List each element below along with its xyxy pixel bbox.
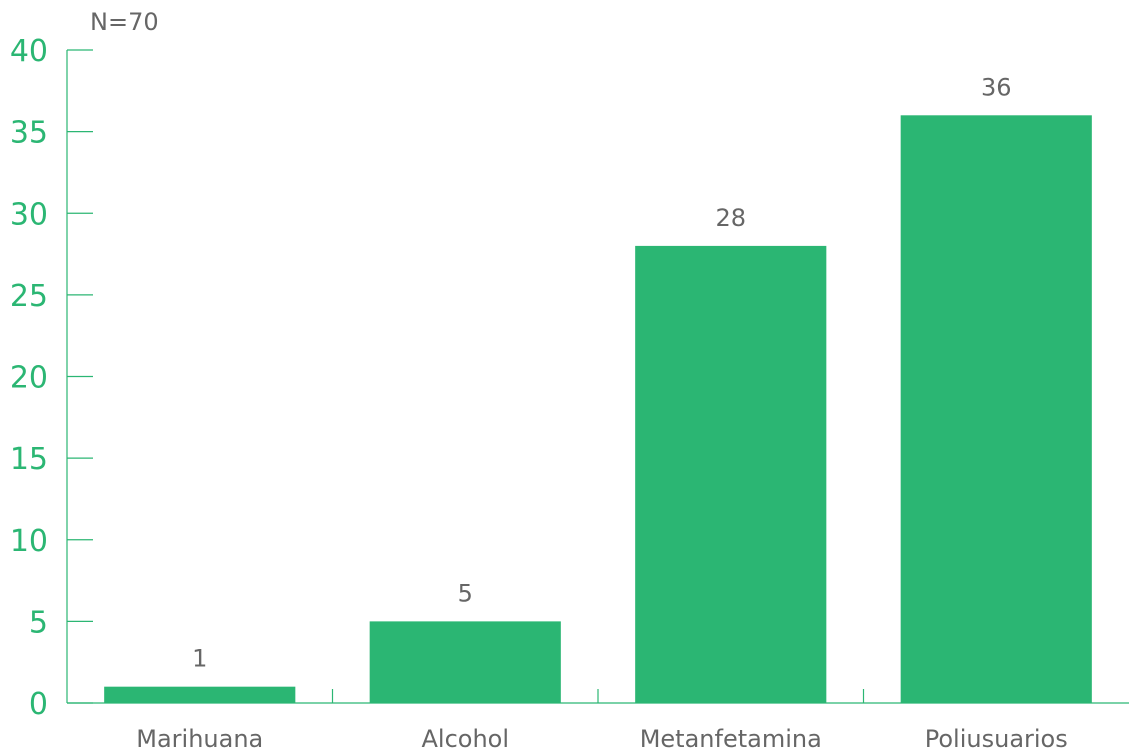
- y-tick-label: 20: [10, 361, 48, 396]
- data-label: 1: [192, 645, 207, 673]
- bar-marihuana: [104, 686, 296, 703]
- y-tick-label: 0: [29, 687, 48, 722]
- bars: [104, 115, 1092, 704]
- y-tick-label: 5: [29, 605, 48, 640]
- y-tick-label: 35: [10, 116, 48, 151]
- bar-metanfetamina: [635, 245, 827, 703]
- x-tick-label: Alcohol: [421, 725, 509, 753]
- data-label: 28: [715, 204, 746, 232]
- y-axis: 0 5 10 15 20 25 30 35 40: [10, 34, 93, 722]
- data-label: 5: [458, 579, 473, 607]
- y-tick-label: 40: [10, 34, 48, 69]
- x-tick-label: Metanfetamina: [640, 725, 822, 753]
- y-tick-label: 25: [10, 279, 48, 314]
- data-labels: 1 5 28 36: [192, 73, 1011, 672]
- bar-alcohol: [369, 621, 561, 703]
- data-label: 36: [981, 73, 1012, 101]
- x-tick-label: Poliusuarios: [925, 725, 1068, 753]
- bar-poliusuarios: [900, 115, 1092, 704]
- y-tick-label: 15: [10, 442, 48, 477]
- sample-size-note: N=70: [90, 8, 159, 36]
- x-tick-label: Marihuana: [136, 725, 263, 753]
- y-tick-label: 10: [10, 524, 48, 559]
- y-tick-label: 30: [10, 197, 48, 232]
